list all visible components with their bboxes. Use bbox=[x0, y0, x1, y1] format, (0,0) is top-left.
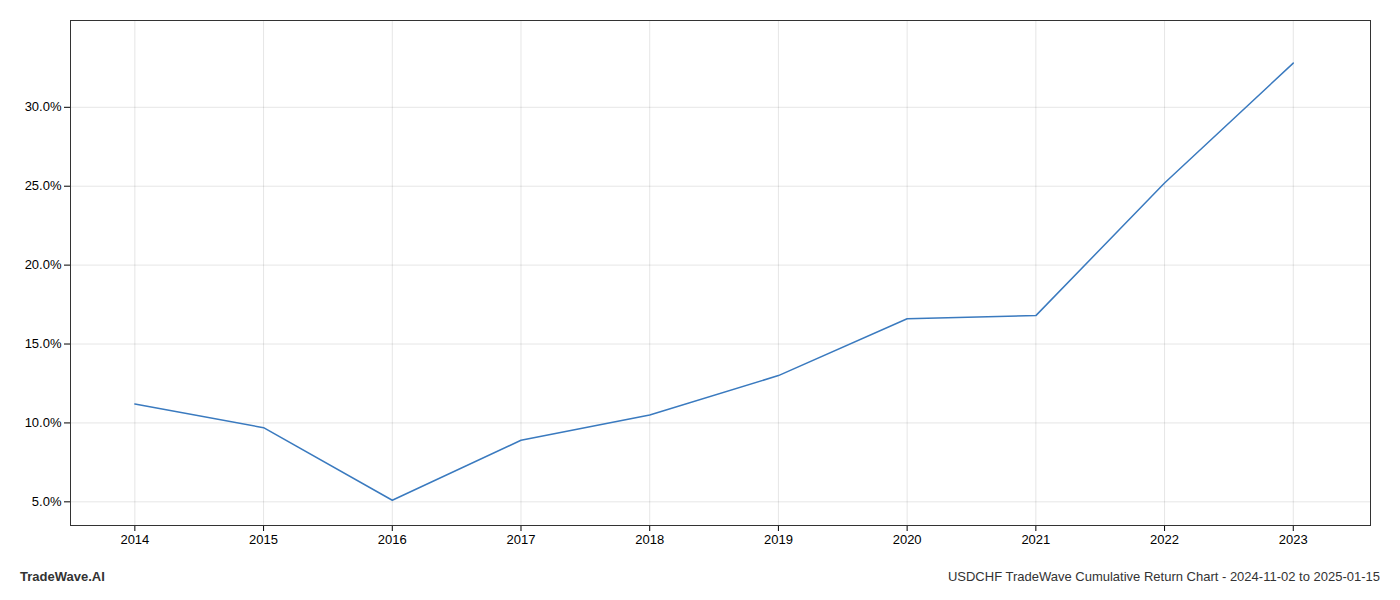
svg-text:10.0%: 10.0% bbox=[25, 415, 62, 430]
svg-text:25.0%: 25.0% bbox=[25, 178, 62, 193]
html-text:USDCHF TradeWave Cumulative Re: USDCHF TradeWave Cumulative Return Chart… bbox=[947, 569, 1380, 584]
svg-text:2023: 2023 bbox=[1279, 532, 1308, 547]
svg-text:15.0%: 15.0% bbox=[25, 336, 62, 351]
svg-text:5.0%: 5.0% bbox=[32, 494, 62, 509]
svg-text:2018: 2018 bbox=[635, 532, 664, 547]
svg-text:2014: 2014 bbox=[120, 532, 149, 547]
svg-text:2017: 2017 bbox=[507, 532, 536, 547]
svg-text:2016: 2016 bbox=[378, 532, 407, 547]
svg-text:2015: 2015 bbox=[249, 532, 278, 547]
svg-text:30.0%: 30.0% bbox=[25, 99, 62, 114]
svg-text:2021: 2021 bbox=[1021, 532, 1050, 547]
svg-text:2022: 2022 bbox=[1150, 532, 1179, 547]
html-text:TradeWave.AI: TradeWave.AI bbox=[20, 569, 105, 584]
svg-text:2019: 2019 bbox=[764, 532, 793, 547]
svg-text:2020: 2020 bbox=[893, 532, 922, 547]
svg-text:20.0%: 20.0% bbox=[25, 257, 62, 272]
